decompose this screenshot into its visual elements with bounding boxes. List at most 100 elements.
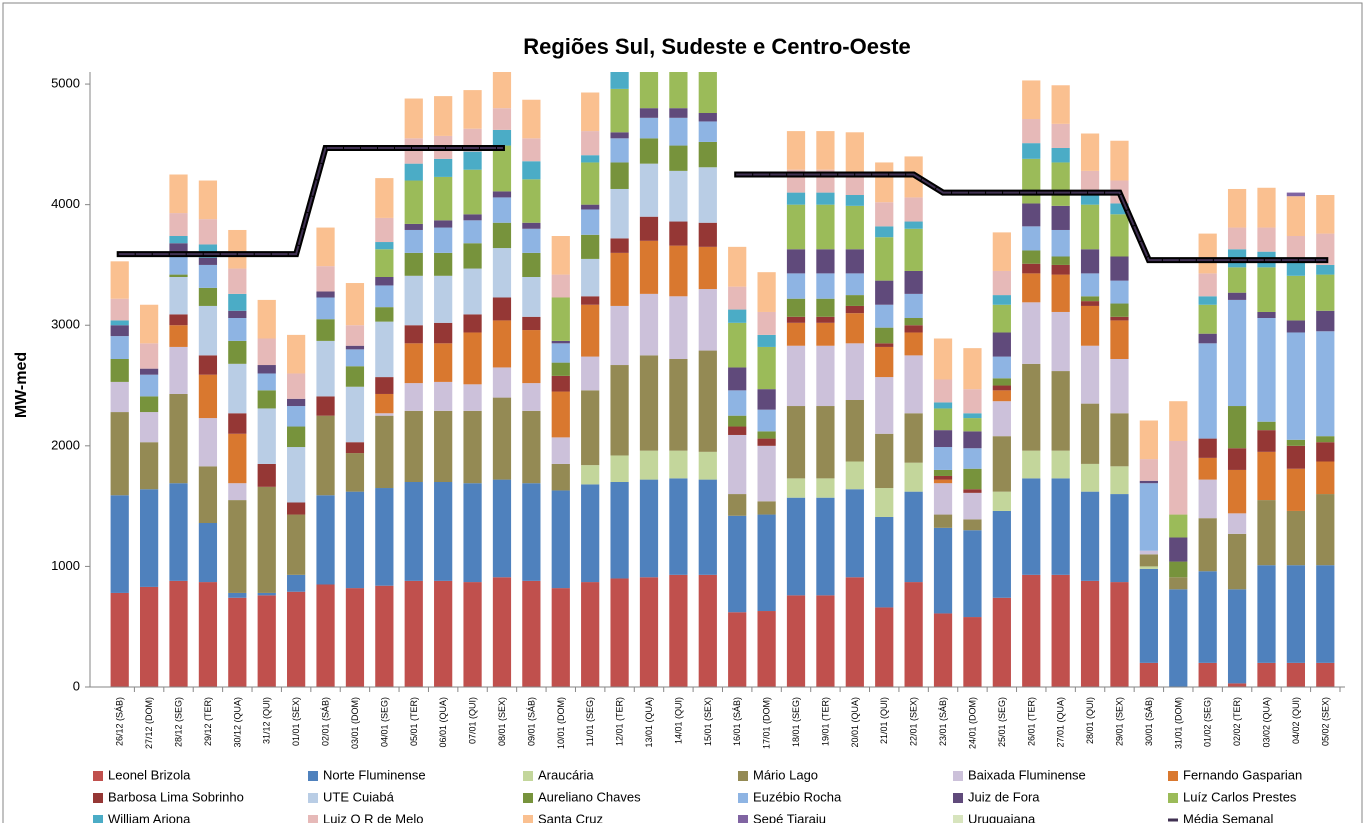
legend-label: Fernando Gasparian [1183, 767, 1302, 782]
bar-segment [169, 580, 188, 687]
bar-segment [404, 275, 423, 326]
bar-segment [728, 612, 747, 687]
bar-segment [1080, 296, 1100, 302]
bar-segment [1022, 226, 1041, 251]
x-tick-label: 20/01 (QUA) [850, 697, 860, 748]
bar-segment [875, 162, 894, 203]
bar-segment [669, 478, 688, 575]
legend-swatch [1168, 771, 1178, 781]
bar-segment [1051, 574, 1070, 687]
bar-segment [1139, 480, 1158, 484]
bar-segment [1022, 273, 1041, 303]
legend-swatch [308, 793, 318, 803]
bar-segment [1227, 267, 1247, 293]
bar-segment [1257, 662, 1276, 687]
legend-swatch [738, 771, 748, 781]
bar-segment [639, 163, 659, 217]
bar-segment [1110, 214, 1129, 257]
bar-segment [963, 519, 982, 531]
x-tick-label: 06/01 (QUA) [438, 697, 448, 748]
legend-label: Média Semanal [1183, 811, 1273, 823]
bar-segment [316, 415, 335, 496]
bar-segment [1022, 478, 1041, 575]
legend-label: Aureliano Chaves [538, 789, 641, 804]
bar-segment [345, 588, 365, 687]
bar-segment [698, 479, 717, 575]
bar-segment [1080, 491, 1100, 581]
bar-segment [933, 447, 953, 470]
x-tick-label: 16/01 (SÁB) [732, 697, 742, 746]
bar-segment [492, 320, 512, 368]
bar-segment [551, 236, 570, 275]
bar-segment [1198, 438, 1217, 458]
bar-segment [110, 336, 129, 359]
bar-segment [1286, 439, 1306, 446]
bar-segment [875, 343, 894, 347]
bar-segment [345, 345, 365, 350]
bar-segment [434, 252, 453, 276]
x-tick-label: 21/01 (QUI) [879, 697, 889, 744]
bar-segment [257, 486, 276, 593]
bar-segment [139, 489, 159, 587]
bar-segment [1227, 406, 1247, 449]
bar-segment [434, 176, 453, 221]
x-tick-label: 18/01 (SEG) [791, 697, 801, 747]
bar-segment [1257, 451, 1276, 501]
bar-segment [551, 340, 570, 344]
x-tick-label: 04/01 (SEG) [379, 697, 389, 747]
bar-segment [757, 438, 776, 446]
bar-segment [875, 377, 894, 434]
bar-segment [845, 343, 864, 400]
bar-segment [845, 195, 864, 206]
bar-segment [610, 578, 629, 687]
bar-segment [1080, 305, 1100, 346]
bar-segment [992, 491, 1011, 511]
bar-segment [551, 375, 570, 392]
bar-segment [786, 478, 806, 498]
bar-segment [228, 340, 247, 364]
bar-segment [1198, 662, 1217, 687]
bar-segment [1227, 469, 1247, 514]
bar-segment [375, 377, 394, 394]
x-tick-label: 30/01 (SÁB) [1144, 697, 1154, 746]
bar-segment [375, 277, 394, 286]
bar-segment [845, 273, 864, 296]
bar-segment [1051, 450, 1070, 479]
bar-segment [669, 221, 688, 246]
bar-segment [198, 180, 218, 220]
bar-segment [875, 346, 894, 378]
y-tick-label: 5000 [51, 75, 80, 90]
bar-segment [1022, 158, 1041, 204]
bar-segment [257, 373, 276, 391]
bar-segment [1257, 430, 1276, 452]
bar-segment [698, 72, 717, 113]
bar-segment [963, 431, 982, 449]
bar-segment [1080, 204, 1100, 250]
bar-segment [1198, 571, 1217, 663]
bar-segment [610, 132, 629, 139]
x-tick-label: 04/02 (QUI) [1291, 697, 1301, 744]
bar-segment [110, 412, 129, 496]
bar-segment [169, 277, 188, 315]
bar-segment [1286, 332, 1306, 440]
bar-segment [1139, 483, 1158, 551]
bar-segment [1022, 363, 1041, 451]
bar-segment [581, 162, 600, 205]
bar-segment [669, 574, 688, 687]
bar-segment [463, 243, 482, 269]
bar-segment [757, 445, 776, 502]
bar-segment [110, 298, 129, 321]
bar-segment [1169, 589, 1188, 687]
bar-segment [404, 163, 423, 181]
bar-segment [610, 455, 629, 482]
x-tick-label: 29/12 (TER) [203, 697, 213, 746]
bar-segment [375, 415, 394, 489]
bar-segment [875, 327, 894, 344]
bar-segment [522, 228, 541, 253]
bar-segment [669, 108, 688, 118]
x-tick-label: 03/02 (QUA) [1261, 697, 1271, 748]
bar-segment [757, 272, 776, 312]
bar-segment [610, 162, 629, 189]
bar-segment [757, 311, 776, 335]
bar-segment [287, 373, 306, 399]
